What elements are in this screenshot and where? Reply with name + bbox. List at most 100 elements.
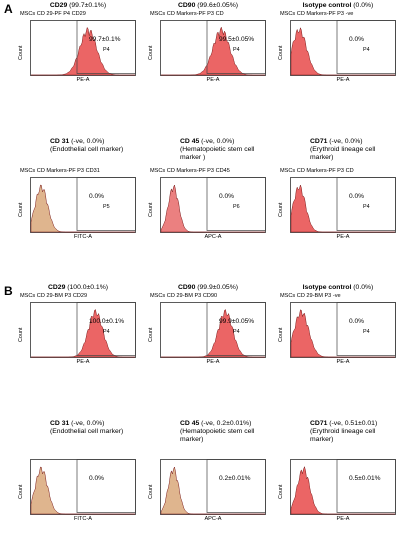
positive-percent: 0.0% (349, 36, 365, 43)
panel-caption: CD 45 (-ve, 0.0%) (Hematopoietic stem cel… (146, 138, 266, 162)
marker-percent: (99.7±0.1%) (67, 2, 107, 9)
histogram-area (290, 465, 395, 515)
histogram-area (31, 26, 135, 76)
y-axis-label: Count (278, 484, 284, 499)
histogram-panel: CD 45 (-ve, 0.2±0.01%) (Hematopoietic ste… (146, 420, 270, 554)
histogram-plot: 99.9±0.05% P4 (160, 302, 266, 358)
marker-percent: (-ve, 0.2±0.01%) (199, 420, 252, 427)
x-axis-label: APC-A (204, 516, 222, 522)
gate-box (76, 20, 136, 74)
panel-caption: Isotype control (0.0%) (276, 2, 400, 10)
y-axis-label: Count (278, 327, 284, 342)
histogram-panel: CD29 (100.0±0.1%) MSCs CD 29-BM P3 CD29 10… (16, 284, 140, 418)
marker-name: CD 31 (50, 420, 70, 427)
x-axis-label: PE-A (206, 359, 220, 365)
positive-percent: 0.0% (219, 193, 235, 200)
sample-name: MSCs CD Markers-PF P3 -ve (280, 11, 354, 17)
gate-box (336, 177, 396, 231)
histogram-plot: 99.7±0.1% P4 (30, 20, 136, 76)
positive-percent: 0.0% (349, 318, 365, 325)
marker-percent: (100.0±0.1%) (65, 284, 109, 291)
positive-percent: 0.5±0.01% (349, 475, 381, 482)
positive-percent: 99.7±0.1% (89, 36, 121, 43)
histogram-panel: CD90 (99.9±0.05%) MSCs CD 29-BM P3 CD90 99… (146, 284, 270, 418)
panel-caption: CD 45 (-ve, 0.2±0.01%) (Hematopoietic ste… (146, 420, 266, 444)
gate-label: P4 (233, 47, 240, 53)
positive-percent: 99.9±0.05% (219, 318, 255, 325)
y-axis-label: Count (18, 202, 24, 217)
positive-percent: 0.0% (89, 475, 105, 482)
gate-label: P4 (363, 204, 370, 210)
marker-percent: (0.0%) (351, 2, 374, 9)
histogram-area (160, 466, 265, 515)
gate-box (206, 302, 266, 356)
histogram-panel: CD 31 (-ve, 0.0%) (Endothelial cell marke… (16, 138, 140, 272)
x-axis-label: PE-A (76, 359, 90, 365)
marker-name: CD 45 (180, 138, 200, 145)
positive-percent: 0.0% (89, 193, 105, 200)
panel-caption: CD 31 (-ve, 0.0%) (Endothelial cell marke… (16, 138, 136, 154)
y-axis-label: Count (18, 327, 24, 342)
panel-caption: CD71 (-ve, 0.0%) (Erythroid lineage cell … (276, 138, 396, 162)
histogram-area (290, 27, 395, 76)
x-axis-label: FITC-A (73, 234, 93, 240)
sample-name: MSCs CD Markers-PF P3 CD (280, 168, 354, 174)
marker-name: CD29 (47, 284, 66, 291)
sample-name: MSCs CD 29-BM P3 CD29 (20, 293, 88, 299)
histogram-panel: CD 45 (-ve, 0.0%) (Hematopoietic stem cel… (146, 138, 270, 272)
histogram-svg (160, 20, 266, 76)
marker-description: (Endothelial cell marker) (50, 146, 124, 153)
positive-percent: 99.5±0.05% (219, 36, 255, 43)
marker-percent: (-ve, 0.51±0.01) (327, 420, 378, 427)
histogram-panel: CD71 (-ve, 0.51±0.01) (Erythroid lineage … (276, 420, 400, 554)
marker-name: CD29 (49, 2, 68, 9)
histogram-area (160, 184, 265, 233)
marker-name: CD71 (310, 420, 328, 427)
histogram-area (161, 309, 265, 358)
histogram-plot: 0.0% P4 (290, 177, 396, 233)
gate-label: P4 (233, 329, 240, 335)
y-axis-label: Count (18, 45, 24, 60)
histogram-svg (290, 459, 396, 515)
gate-box (206, 459, 266, 513)
marker-description: (Hematopoietic stem cell marker ) (180, 146, 255, 161)
sample-name: MSCs CD 29-PF P4 CD29 (20, 11, 86, 17)
marker-percent: (-ve, 0.0%) (69, 420, 105, 427)
histogram-svg (290, 20, 396, 76)
y-axis-label: Count (148, 327, 154, 342)
x-axis-label: PE-A (336, 234, 350, 240)
histogram-plot: 0.0% P4 (290, 20, 396, 76)
gate-box (76, 459, 136, 513)
positive-percent: 100.0±0.1% (89, 318, 125, 325)
x-axis-label: PE-A (336, 516, 350, 522)
gate-box (336, 459, 396, 513)
marker-description: (Erythroid lineage cell marker) (310, 428, 376, 443)
marker-name: CD 31 (50, 138, 70, 145)
histogram-area (161, 26, 265, 76)
histogram-svg (160, 177, 266, 233)
histogram-svg (160, 459, 266, 515)
panel-caption: CD 31 (-ve, 0.0%) (Endothelial cell marke… (16, 420, 136, 436)
marker-percent: (-ve, 0.0%) (327, 138, 363, 145)
panel-caption: CD90 (99.6±0.05%) (146, 2, 270, 10)
histogram-svg (30, 302, 136, 358)
marker-description: (Hematopoietic stem cell marker) (180, 428, 255, 443)
sample-name: MSCs CD Markers-PF P3 CD (150, 11, 224, 17)
panel-caption: CD90 (99.9±0.05%) (146, 284, 270, 292)
y-axis-label: Count (18, 484, 24, 499)
gate-label: P4 (363, 47, 370, 53)
gate-label: P6 (233, 204, 240, 210)
histogram-area (290, 309, 395, 358)
marker-percent: (-ve, 0.0%) (69, 138, 105, 145)
histogram-plot: 0.5±0.01% (290, 459, 396, 515)
histogram-svg (160, 302, 266, 358)
x-axis-label: PE-A (76, 77, 90, 83)
marker-name: Isotype control (302, 2, 352, 9)
marker-percent: (99.6±0.05%) (195, 2, 239, 9)
histogram-panel: Isotype control (0.0%) MSCs CD 29-BM P3 -… (276, 284, 400, 418)
x-axis-label: APC-A (204, 234, 222, 240)
marker-name: CD90 (177, 2, 196, 9)
sample-name: MSCs CD 29-BM P3 -ve (280, 293, 341, 299)
gate-box (336, 20, 396, 74)
histogram-area (31, 309, 135, 358)
